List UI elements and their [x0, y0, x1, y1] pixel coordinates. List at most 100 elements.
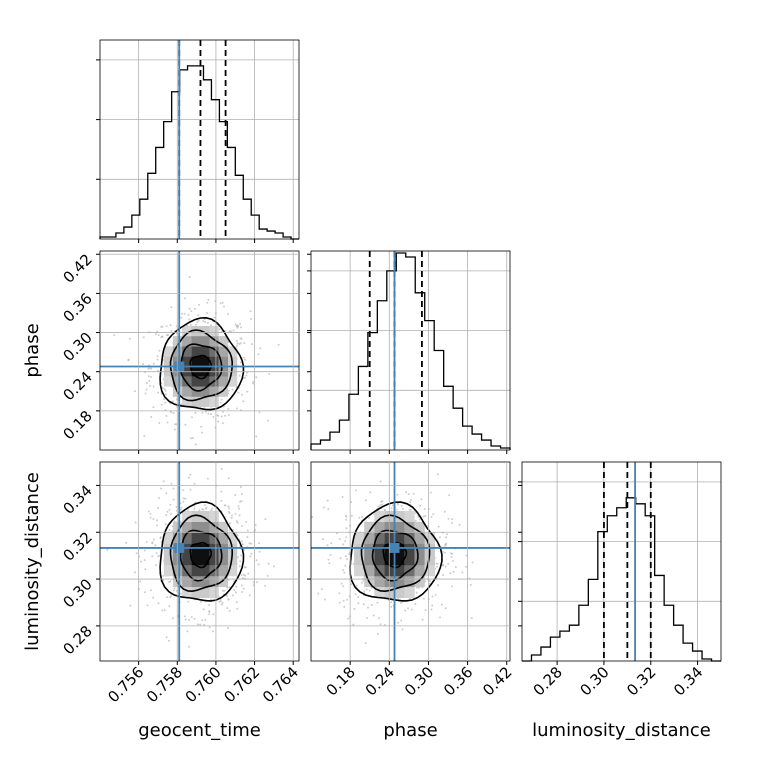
scatter-point: [347, 617, 350, 620]
scatter-point: [125, 541, 128, 544]
scatter-point: [378, 617, 380, 620]
scatter-point: [390, 601, 392, 604]
xtick-label-geocent_time-3: 0.762: [220, 663, 263, 706]
scatter-point: [379, 504, 382, 507]
density-cell: [374, 510, 385, 522]
scatter-point: [407, 493, 410, 496]
density-cell: [200, 326, 210, 337]
scatter-point: [182, 500, 185, 503]
scatter-point: [409, 501, 412, 503]
panel-frame: [310, 250, 511, 451]
scatter-point: [223, 589, 226, 592]
scatter-point: [154, 544, 157, 547]
scatter-point: [152, 596, 155, 599]
scatter-point: [187, 313, 190, 316]
scatter-point: [142, 336, 145, 339]
ytick-label-phase-0: 0.18: [59, 407, 95, 443]
xtick-label-geocent_time-2: 0.760: [182, 663, 225, 706]
density-cell: [218, 346, 228, 357]
scatter-point: [222, 410, 225, 413]
scatter-point: [180, 316, 183, 319]
xlabel-geocent_time: geocent_time: [138, 720, 261, 741]
scatter-point: [381, 500, 384, 503]
truth-marker-geocent_time-luminosity_distance: [174, 542, 185, 553]
scatter-point: [160, 336, 163, 339]
scatter-point: [441, 550, 444, 553]
scatter-point: [155, 524, 158, 527]
scatter-point: [429, 491, 432, 494]
density-cell: [163, 532, 173, 544]
scatter-point: [431, 604, 434, 607]
scatter-point: [197, 314, 200, 317]
scatter-point: [189, 323, 192, 326]
scatter-point: [113, 334, 116, 336]
scatter-point: [449, 572, 452, 575]
density-cell: [200, 554, 210, 566]
scatter-point: [350, 583, 353, 586]
scatter-point: [252, 380, 254, 383]
density-cell: [218, 543, 228, 555]
scatter-point: [166, 510, 169, 513]
scatter-point: [193, 617, 196, 620]
scatter-point: [242, 400, 245, 403]
scatter-point: [418, 518, 421, 521]
scatter-point: [232, 528, 235, 531]
density-cell: [394, 587, 405, 598]
density-cell: [163, 565, 173, 577]
scatter-point: [327, 558, 330, 561]
scatter-point: [421, 618, 424, 621]
scatter-point: [266, 574, 269, 577]
xtick-label-luminosity_distance-3: 0.34: [670, 663, 706, 699]
scatter-point: [345, 527, 348, 530]
density-cell: [191, 510, 201, 522]
scatter-point: [461, 571, 464, 574]
density-cell: [374, 554, 385, 566]
scatter-point: [358, 516, 361, 519]
scatter-point: [206, 301, 209, 304]
scatter-point: [174, 423, 177, 426]
density-cell: [414, 576, 425, 588]
scatter-point: [159, 536, 162, 539]
density-cell: [182, 554, 192, 566]
contour-phase-luminosity_distance-0: [382, 541, 408, 569]
scatter-point: [362, 579, 365, 582]
scatter-point: [446, 533, 449, 536]
scatter-point: [182, 489, 185, 492]
scatter-point: [217, 414, 220, 417]
scatter-point: [189, 488, 192, 491]
scatter-point: [268, 373, 271, 375]
scatter-point: [171, 617, 174, 620]
density-cell: [394, 521, 405, 533]
density-cell: [163, 346, 173, 357]
scatter-point: [227, 505, 230, 508]
scatter-point: [143, 549, 146, 552]
scatter-point: [246, 390, 249, 393]
density-cell: [200, 336, 210, 347]
scatter-point: [330, 542, 333, 545]
ytick-label-phase-1: 0.24: [59, 368, 95, 404]
scatter-point: [345, 518, 347, 521]
truth-marker-phase-luminosity_distance: [389, 542, 400, 553]
xtick-label-geocent_time-0: 0.756: [104, 663, 147, 706]
contour-geocent_time-luminosity_distance-0: [189, 541, 212, 569]
scatter-point: [436, 473, 439, 476]
scatter-point: [323, 598, 326, 601]
density-cell: [191, 386, 201, 397]
scatter-point: [180, 403, 183, 406]
scatter-point: [227, 414, 230, 416]
scatter-point: [249, 310, 252, 313]
scatter-point: [143, 559, 146, 562]
density-cell: [364, 543, 375, 555]
scatter-point: [338, 538, 341, 540]
density-cell: [182, 521, 192, 533]
scatter-point: [158, 422, 161, 424]
scatter-point: [218, 600, 221, 603]
density-cell: [200, 386, 210, 397]
density-cell: [218, 356, 228, 367]
panel-frame: [99, 39, 300, 240]
density-cell: [200, 521, 210, 533]
scatter-point: [366, 616, 368, 619]
density-cell: [163, 543, 173, 555]
scatter-point: [219, 302, 222, 305]
scatter-point: [200, 601, 202, 603]
